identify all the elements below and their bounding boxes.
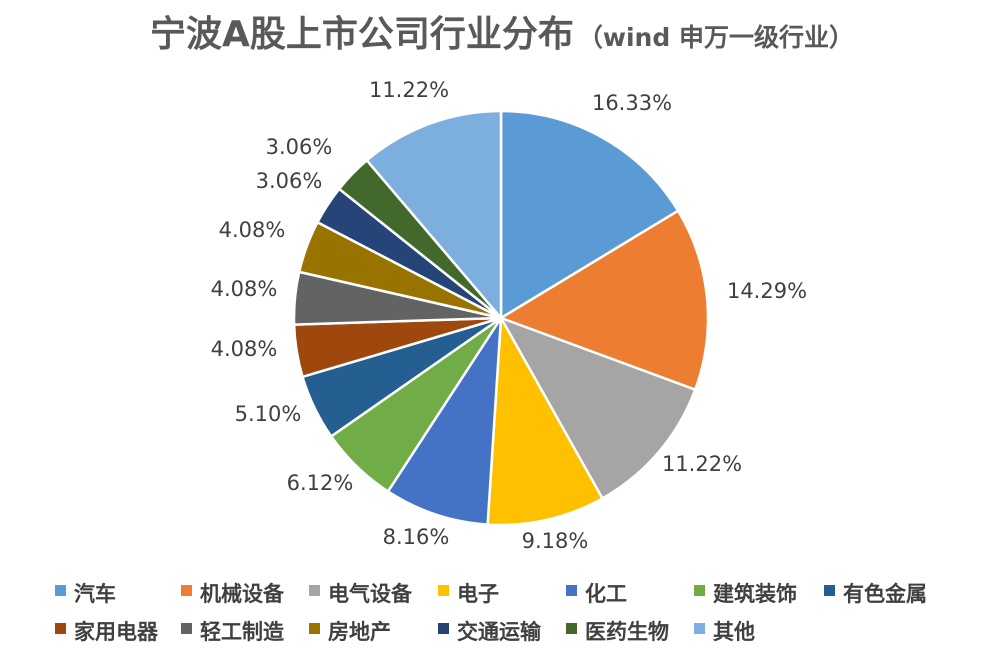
legend-label-11: 交通运输: [457, 620, 542, 644]
data-label-7: 5.10%: [235, 402, 302, 426]
legend-swatch-9: [181, 623, 192, 634]
data-label-4: 9.18%: [522, 529, 589, 553]
pie-slice-2: [499, 209, 710, 391]
legend-item-5: 化工: [566, 582, 627, 606]
data-label-13: 11.22%: [369, 78, 449, 102]
chart-title-main: 宁波A股上市公司行业分布: [150, 14, 574, 55]
pie-slice-1: [499, 109, 680, 320]
legend-item-6: 建筑装饰: [694, 582, 797, 606]
legend-item-12: 医药生物: [566, 620, 669, 644]
legend-label-3: 电气设备: [328, 582, 413, 606]
pie-slice-5: [386, 316, 503, 526]
legend-label-6: 建筑装饰: [713, 582, 797, 606]
pie-data-labels: 16.33% 14.29% 11.22% 9.18% 8.16% 6.12% 5.10% 4.…: [211, 78, 807, 553]
legend-swatch-5: [566, 585, 577, 596]
legend-label-13: 其他: [713, 620, 755, 644]
legend-item-10: 房地产: [309, 620, 391, 644]
legend-item-2: 机械设备: [181, 582, 285, 606]
pie-slice-4: [486, 316, 604, 527]
legend-swatch-6: [694, 585, 705, 596]
legend-swatch-7: [824, 585, 835, 596]
legend-item-1: 汽车: [55, 582, 116, 606]
legend-label-4: 电子: [457, 582, 499, 606]
data-label-8: 4.08%: [211, 337, 278, 361]
data-label-5: 8.16%: [383, 525, 450, 549]
legend-item-9: 轻工制造: [181, 620, 285, 644]
legend-label-10: 房地产: [328, 620, 391, 644]
legend-swatch-10: [309, 623, 320, 634]
legend-item-4: 电子: [438, 582, 499, 606]
legend-item-3: 电气设备: [309, 582, 413, 606]
data-label-11: 3.06%: [256, 169, 323, 193]
legend-label-1: 汽车: [74, 582, 116, 606]
legend-label-5: 化工: [585, 582, 627, 606]
data-label-9: 4.08%: [211, 277, 278, 301]
legend-swatch-12: [566, 623, 577, 634]
legend-item-13: 其他: [694, 620, 755, 644]
legend-label-8: 家用电器: [74, 620, 159, 644]
data-label-1: 16.33%: [592, 91, 672, 115]
legend-swatch-1: [55, 585, 66, 596]
legend-label-7: 有色金属: [843, 582, 927, 606]
legend-label-12: 医药生物: [585, 620, 669, 644]
legend-item-8: 家用电器: [55, 620, 159, 644]
data-label-3: 11.22%: [662, 452, 742, 476]
chart-subtitle: （wind 申万一级行业）: [578, 23, 854, 52]
legend-swatch-2: [181, 585, 192, 596]
data-label-2: 14.29%: [727, 279, 807, 303]
data-label-12: 3.06%: [266, 135, 333, 159]
data-label-6: 6.12%: [287, 471, 354, 495]
chart-title: 宁波A股上市公司行业分布 （wind 申万一级行业）: [150, 14, 854, 55]
legend-label-2: 机械设备: [200, 582, 285, 606]
pie-slice-13: [365, 109, 503, 320]
legend-swatch-8: [55, 623, 66, 634]
legend-swatch-13: [694, 623, 705, 634]
legend-item-11: 交通运输: [438, 620, 542, 644]
legend-swatch-3: [309, 585, 320, 596]
pie-slices: [292, 109, 710, 527]
legend-swatch-11: [438, 623, 449, 634]
legend-swatch-4: [438, 585, 449, 596]
legend-item-7: 有色金属: [824, 582, 927, 606]
pie-slice-3: [499, 316, 697, 500]
legend-label-9: 轻工制造: [200, 620, 285, 644]
data-label-10: 4.08%: [219, 218, 286, 242]
